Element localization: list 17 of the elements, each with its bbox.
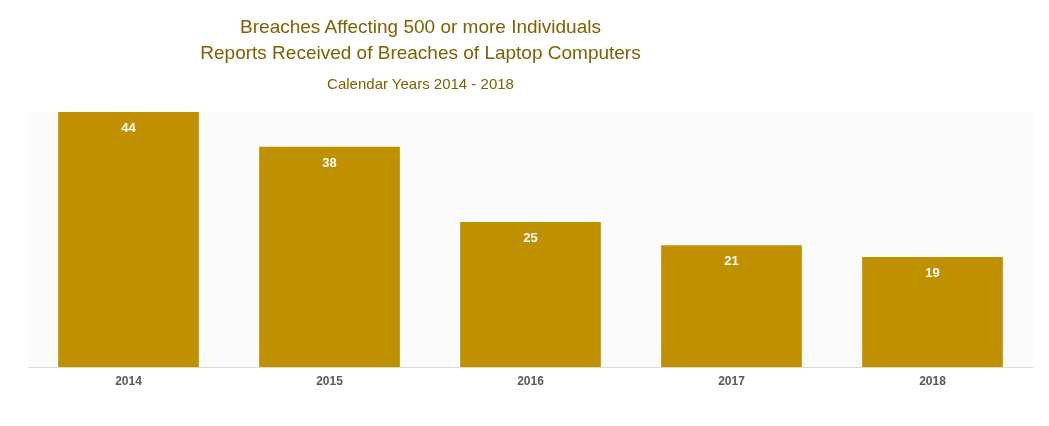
bar [259,146,400,367]
chart-subtitle: Calendar Years 2014 - 2018 [327,75,514,92]
x-tick-label: 2018 [919,373,947,388]
bar [58,112,199,367]
data-label: 25 [523,230,538,246]
data-label: 44 [121,120,137,135]
x-tick-label: 2015 [316,373,344,388]
x-tick-label: 2014 [115,373,143,388]
data-label: 38 [322,154,337,170]
data-label: 21 [724,253,739,269]
bar [661,245,802,367]
chart-title: Breaches Affecting 500 or more Individuals Reports Received of Breaches of Laptop Computers [200,16,641,63]
bar [862,256,1003,367]
x-tick-label: 2017 [718,373,746,388]
bar [460,222,601,367]
data-label: 19 [925,264,940,280]
x-tick-label: 2016 [517,373,545,388]
